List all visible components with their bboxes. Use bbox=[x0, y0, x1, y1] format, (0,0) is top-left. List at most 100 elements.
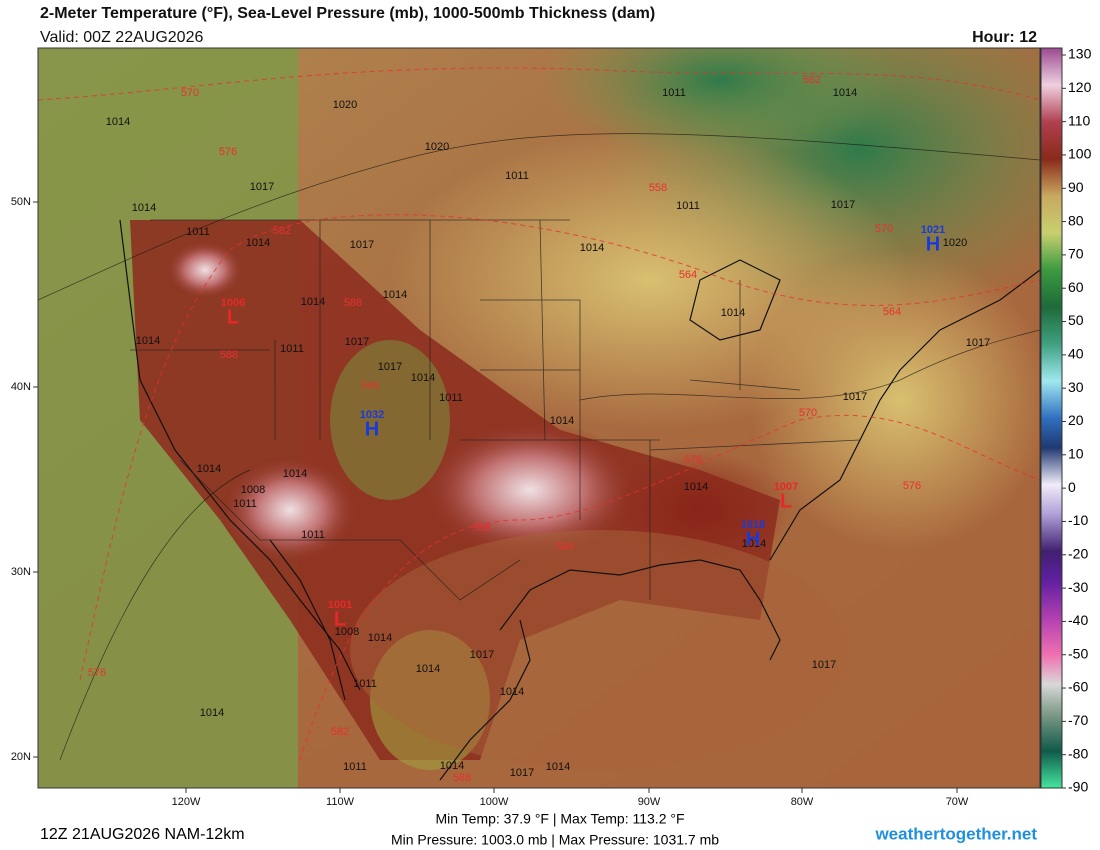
isobar-label: 1014 bbox=[742, 538, 766, 550]
isobar-label: 1014 bbox=[546, 761, 570, 773]
colorbar-label: 90 bbox=[1068, 179, 1084, 195]
colorbar-label: -10 bbox=[1068, 512, 1088, 528]
pressure-center: L bbox=[334, 608, 346, 630]
isobar-label: 1011 bbox=[439, 392, 463, 404]
colorbar-label: 80 bbox=[1068, 212, 1084, 228]
colorbar-label: -80 bbox=[1068, 745, 1088, 761]
colorbar-label: 10 bbox=[1068, 446, 1084, 462]
isobar-label: 1017 bbox=[812, 659, 836, 671]
thickness-label: 594 bbox=[556, 541, 574, 553]
colorbar-label: -70 bbox=[1068, 712, 1088, 728]
isobar-label: 1011 bbox=[505, 170, 529, 182]
isobar-label: 1014 bbox=[684, 481, 708, 493]
title: 2-Meter Temperature (°F), Sea-Level Pres… bbox=[40, 5, 655, 22]
isobar-label: 1017 bbox=[831, 199, 855, 211]
colorbar-label: 40 bbox=[1068, 346, 1084, 362]
colorbar-label: 30 bbox=[1068, 379, 1084, 395]
thickness-label: 594 bbox=[361, 380, 379, 392]
thickness-label: 576 bbox=[219, 146, 237, 158]
isobar-label: 1017 bbox=[350, 239, 374, 251]
colorbar-label: 130 bbox=[1068, 46, 1092, 62]
map-frame bbox=[37, 47, 1041, 789]
pressure-center-value: 1001 bbox=[328, 599, 352, 611]
isobar-label: 1008 bbox=[241, 484, 265, 496]
isobar-label: 1014 bbox=[197, 463, 221, 475]
colorbar-label: 60 bbox=[1068, 279, 1084, 295]
colorbar-label: 100 bbox=[1068, 146, 1092, 162]
temp-range: Min Temp: 37.9 °F | Max Temp: 113.2 °F bbox=[435, 811, 684, 827]
isobar-label: 1020 bbox=[333, 99, 357, 111]
isobar-label: 1014 bbox=[136, 335, 160, 347]
lon-label: 70W bbox=[946, 796, 969, 808]
isobar-label: 1017 bbox=[378, 361, 402, 373]
lon-label: 90W bbox=[638, 796, 661, 808]
pressure-range: Min Pressure: 1003.0 mb | Max Pressure: … bbox=[391, 832, 719, 848]
isobar-label: 1008 bbox=[335, 626, 359, 638]
isobar-label: 1014 bbox=[550, 415, 574, 427]
colorbar-label: -60 bbox=[1068, 679, 1088, 695]
isobar-label: 1011 bbox=[662, 87, 686, 99]
lat-label: 50N bbox=[11, 196, 31, 208]
pressure-center: H bbox=[365, 418, 379, 440]
thickness-label: 570 bbox=[875, 223, 893, 235]
isobar-label: 1011 bbox=[301, 529, 325, 541]
forecast-hour: Hour: 12 bbox=[972, 29, 1037, 46]
colorbar-label: -40 bbox=[1068, 612, 1088, 628]
thickness-label: 588 bbox=[453, 772, 471, 784]
isobar-label: 1014 bbox=[721, 307, 745, 319]
lat-label: 40N bbox=[11, 381, 31, 393]
isobar-label: 1017 bbox=[250, 181, 274, 193]
isobar-label: 1011 bbox=[353, 678, 377, 690]
isobar-label: 1014 bbox=[200, 707, 224, 719]
colorbar-label: 20 bbox=[1068, 412, 1084, 428]
isobar-label: 1020 bbox=[943, 237, 967, 249]
isobar-label: 1020 bbox=[425, 141, 449, 153]
pressure-center: H bbox=[926, 233, 940, 255]
isobar-label: 1011 bbox=[280, 343, 304, 355]
isobar-label: 1014 bbox=[368, 632, 392, 644]
colorbar-label: -30 bbox=[1068, 579, 1088, 595]
pressure-center-value: 1021 bbox=[921, 224, 945, 236]
thickness-label: 582 bbox=[331, 726, 349, 738]
isobar-label: 1014 bbox=[301, 296, 325, 308]
isobar-label: 1017 bbox=[510, 767, 534, 779]
isobar-label: 1014 bbox=[283, 468, 307, 480]
isobar-label: 1014 bbox=[132, 202, 156, 214]
thickness-label: 576 bbox=[88, 667, 106, 679]
colorbar-label: 110 bbox=[1068, 112, 1091, 128]
thickness-label: 570 bbox=[799, 407, 817, 419]
colorbar-label: 0 bbox=[1068, 479, 1076, 495]
isobar-label: 1014 bbox=[383, 289, 407, 301]
thickness-label: 588 bbox=[473, 522, 491, 534]
isobar-label: 1011 bbox=[233, 498, 257, 510]
lat-label: 20N bbox=[11, 751, 31, 763]
colorbar-label: 50 bbox=[1068, 312, 1084, 328]
pressure-center-value: 1007 bbox=[774, 481, 798, 493]
colorbar-label: -90 bbox=[1068, 779, 1088, 795]
isobar-label: 1011 bbox=[186, 226, 210, 238]
colorbar-label: 70 bbox=[1068, 246, 1084, 262]
isobar-label: 1014 bbox=[833, 87, 857, 99]
thickness-label: 576 bbox=[903, 480, 921, 492]
isobar-label: 1017 bbox=[843, 391, 867, 403]
isobar-label: 1014 bbox=[246, 237, 270, 249]
isobar-label: 1017 bbox=[470, 649, 494, 661]
lon-label: 80W bbox=[791, 796, 814, 808]
isobar-label: 1014 bbox=[416, 663, 440, 675]
lon-label: 100W bbox=[480, 796, 509, 808]
isobar-label: 1011 bbox=[676, 200, 700, 212]
thickness-label: 570 bbox=[181, 87, 199, 99]
isobar-label: 1014 bbox=[411, 372, 435, 384]
isobar-label: 1014 bbox=[500, 686, 524, 698]
thickness-label: 564 bbox=[679, 269, 697, 281]
colorbar bbox=[1040, 47, 1063, 789]
isobar-label: 1011 bbox=[343, 761, 367, 773]
lon-label: 120W bbox=[172, 796, 201, 808]
isobar-label: 1017 bbox=[966, 337, 990, 349]
colorbar-label: -50 bbox=[1068, 645, 1088, 661]
thickness-label: 582 bbox=[803, 74, 821, 86]
thickness-label: 576 bbox=[684, 454, 702, 466]
valid-time: Valid: 00Z 22AUG2026 bbox=[40, 29, 203, 46]
colorbar-label: 120 bbox=[1068, 79, 1092, 95]
pressure-center-value: 1018 bbox=[741, 519, 765, 531]
